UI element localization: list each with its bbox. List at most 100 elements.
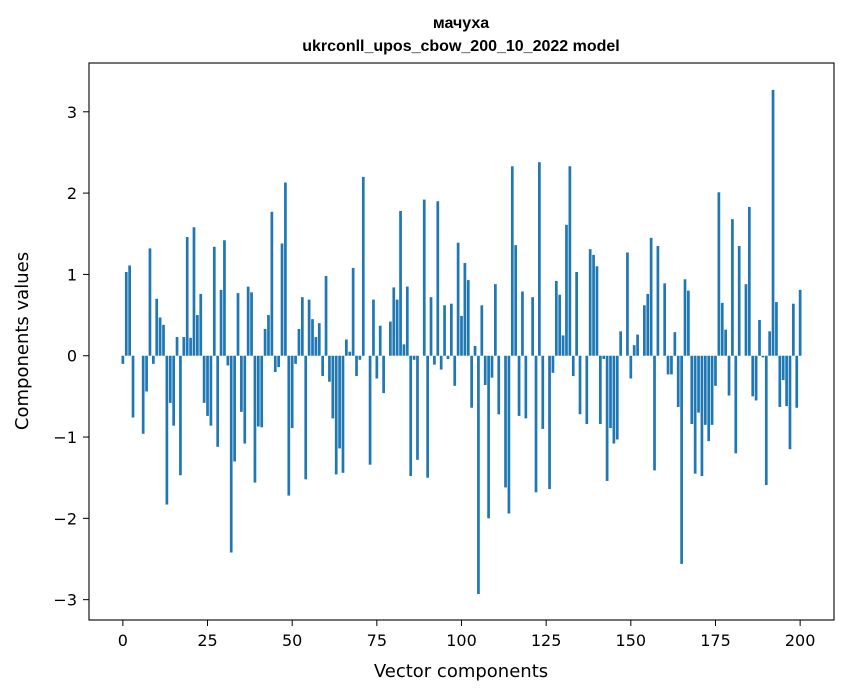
bar-87 [416, 355, 419, 460]
bar-133 [571, 355, 575, 377]
bar-108 [487, 355, 490, 519]
bar-117 [517, 355, 521, 416]
bar-95 [443, 305, 446, 356]
bar-41 [260, 355, 264, 428]
bar-38 [250, 292, 253, 356]
bar-23 [199, 293, 203, 356]
bar-181 [734, 355, 738, 454]
chart-title: мачуха [433, 15, 489, 32]
bar-200 [798, 289, 802, 356]
bar-17 [179, 355, 182, 476]
bar-35 [240, 355, 243, 412]
x-tick-label: 50 [282, 631, 302, 650]
bar-30 [223, 240, 226, 356]
bar-151 [632, 345, 636, 356]
bar-187 [754, 355, 758, 401]
bar-114 [507, 355, 511, 514]
bar-96 [446, 355, 450, 359]
bar-166 [683, 279, 687, 356]
bar-58 [317, 323, 321, 356]
bar-141 [598, 355, 602, 425]
bar-82 [399, 210, 402, 356]
bar-140 [595, 266, 599, 356]
bar-92 [433, 355, 436, 365]
bar-162 [670, 355, 673, 375]
bar-39 [253, 355, 257, 483]
bar-69 [355, 355, 358, 377]
bar-191 [768, 331, 772, 356]
bar-174 [710, 355, 714, 425]
bar-152 [636, 334, 639, 356]
chart-subtitle: ukrconll_upos_cbow_200_10_2022 model [302, 38, 619, 55]
bar-97 [449, 303, 453, 356]
bar-105 [477, 355, 480, 594]
bar-68 [351, 267, 355, 356]
bar-19 [185, 237, 189, 356]
bar-184 [744, 284, 748, 356]
bar-119 [524, 355, 528, 419]
bar-45 [273, 355, 277, 372]
bar-171 [700, 355, 704, 477]
bar-98 [453, 355, 457, 386]
bar-185 [747, 206, 751, 356]
bar-186 [751, 355, 755, 397]
bar-135 [578, 355, 582, 415]
bar-104 [473, 345, 477, 356]
bar-144 [609, 355, 612, 429]
x-tick-label: 150 [616, 631, 647, 650]
bar-0 [121, 355, 125, 364]
bar-129 [558, 294, 562, 356]
x-tick-label: 175 [700, 631, 731, 650]
bar-6 [141, 355, 145, 434]
bar-121 [531, 297, 534, 356]
bar-199 [795, 355, 799, 408]
bar-83 [402, 344, 406, 356]
bar-172 [703, 355, 707, 425]
bar-3 [131, 355, 135, 418]
bar-26 [209, 355, 213, 426]
bar-123 [538, 162, 541, 356]
bar-176 [717, 192, 721, 356]
bar-32 [229, 355, 233, 553]
bar-99 [456, 242, 460, 356]
bar-142 [602, 355, 606, 359]
x-tick-label: 0 [118, 631, 128, 650]
bar-73 [368, 355, 372, 465]
bar-10 [155, 298, 159, 356]
bar-102 [466, 280, 470, 356]
x-tick-label: 75 [367, 631, 387, 650]
bar-109 [490, 355, 494, 378]
bar-163 [673, 332, 677, 356]
bar-115 [510, 166, 514, 356]
bar-27 [212, 246, 216, 356]
bar-126 [548, 355, 551, 490]
bar-100 [460, 315, 463, 356]
bar-71 [361, 176, 365, 356]
bar-190 [764, 355, 768, 486]
bar-84 [405, 286, 409, 356]
bar-44 [270, 211, 274, 356]
y-tick-label: −1 [53, 428, 77, 447]
bar-90 [426, 355, 429, 478]
bar-31 [226, 355, 230, 366]
y-tick-label: −2 [53, 509, 77, 528]
bar-149 [626, 252, 629, 356]
bar-106 [480, 305, 484, 356]
bar-29 [219, 289, 223, 356]
bar-76 [378, 325, 382, 356]
y-tick-label: −3 [53, 591, 77, 610]
bar-14 [168, 355, 172, 403]
bar-57 [314, 337, 318, 356]
bar-13 [165, 355, 169, 505]
bar-196 [785, 355, 788, 407]
bar-110 [494, 284, 497, 356]
bar-113 [504, 355, 507, 488]
bar-65 [341, 355, 345, 473]
x-tick-label: 25 [197, 631, 217, 650]
x-tick-label: 200 [785, 631, 816, 650]
bar-161 [666, 355, 670, 375]
y-axis-label: Components values [12, 252, 33, 430]
bar-25 [206, 355, 209, 416]
bar-150 [629, 355, 633, 379]
